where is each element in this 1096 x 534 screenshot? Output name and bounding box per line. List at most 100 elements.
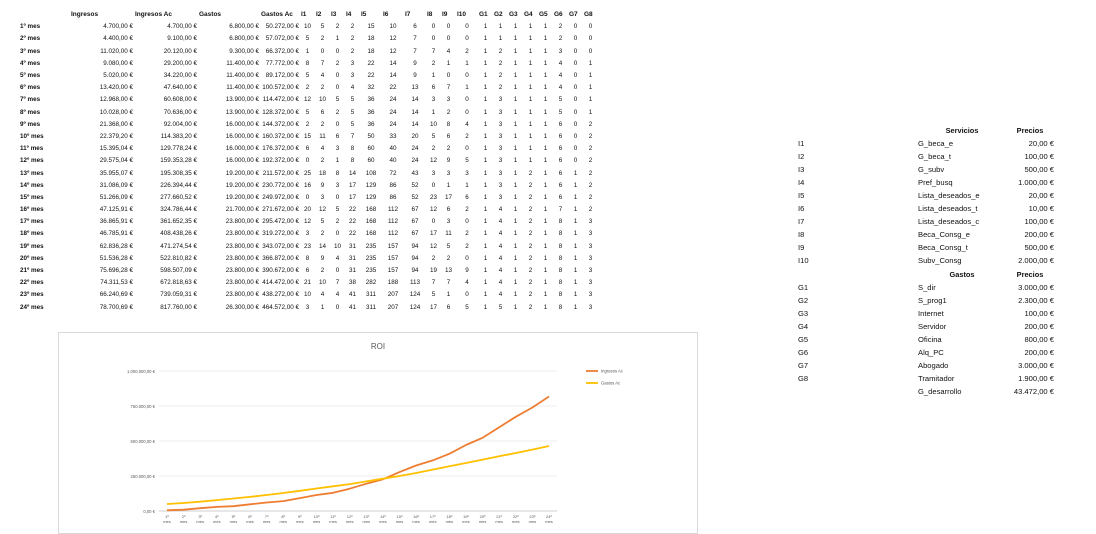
table-cell: 16.000,00 € — [225, 145, 259, 153]
table-cell: 2 — [528, 242, 533, 250]
table-cell: 4 — [320, 291, 325, 299]
table-cell: 0 — [465, 108, 469, 116]
table-cell: 1 — [588, 72, 593, 80]
table-cell: 6.800,00 € — [229, 35, 259, 43]
table-cell: 0 — [305, 193, 310, 201]
table-cell: 5 — [335, 206, 340, 214]
table-cell: 319.272,00 € — [262, 230, 299, 238]
table-cell: 129 — [365, 181, 377, 189]
table-cell: 1 — [543, 193, 548, 201]
table-cell: 3 — [305, 230, 310, 238]
table-cell: 230.772,00 € — [262, 181, 299, 189]
row-label: 4º mes — [20, 59, 41, 67]
table-cell: 16 — [303, 181, 311, 189]
table-cell: 9 — [413, 72, 417, 80]
table-cell: 1 — [513, 267, 518, 275]
table-cell: 6 — [305, 267, 310, 275]
table-cell: 3 — [431, 96, 436, 104]
table-cell: 94 — [411, 242, 419, 250]
table-cell: 2 — [588, 206, 593, 214]
table-cell: 6 — [446, 303, 451, 311]
table-cell: 235 — [365, 267, 377, 275]
table-cell: 1 — [543, 132, 548, 140]
table-cell: 1 — [543, 96, 548, 104]
table-cell: 14 — [389, 72, 397, 80]
table-cell: 4 — [335, 291, 340, 299]
table-cell: 1 — [528, 96, 533, 104]
table-cell: 112 — [387, 206, 399, 214]
table-cell: 2 — [350, 47, 355, 55]
table-cell: 9.080,00 € — [103, 59, 133, 67]
table-cell: 2 — [446, 108, 451, 116]
row-label: 15º mes — [20, 193, 44, 201]
table-cell: 2 — [320, 157, 325, 165]
table-cell: 11 — [319, 132, 326, 140]
table-cell: 17 — [444, 193, 452, 201]
column-header: Gastos Ac — [261, 11, 293, 19]
table-cell: 8 — [558, 303, 563, 311]
table-cell: 36 — [367, 120, 375, 128]
column-header: Ingresos Ac — [135, 11, 172, 19]
expenses-header: Gastos — [949, 270, 975, 279]
table-cell: 52 — [411, 181, 419, 189]
gastos-row: G5 Oficina 800,00 € — [798, 333, 1054, 346]
table-header-row: Ingresos Ingresos Ac Gastos Gastos Ac I1 I2 I3… — [20, 9, 598, 21]
code-cell: I4 — [798, 178, 805, 187]
table-cell: 112 — [387, 230, 399, 238]
table-cell: 0 — [588, 35, 593, 43]
table-cell: 5 — [558, 96, 563, 104]
table-row: 7º mes 12.968,00 €60.608,00 €13.900,00 €1… — [20, 94, 598, 106]
table-cell: 2 — [588, 169, 593, 177]
table-cell: 14 — [411, 120, 419, 128]
servicios-row: I2 G_beca_t 100,00 € — [798, 150, 1054, 163]
table-cell: 1 — [305, 47, 310, 55]
table-cell: 51.536,28 € — [99, 254, 133, 262]
table-cell: 3 — [588, 291, 593, 299]
table-row: 24º mes 78.700,69 € 817.760,00 € 26.300,00 … — [20, 302, 598, 314]
table-cell: 23 — [429, 193, 437, 201]
table-cell: 7 — [320, 59, 325, 67]
table-cell: 12 — [429, 206, 437, 214]
table-cell: 0 — [305, 157, 310, 165]
table-row: 11º mes 15.395,04 € 129.778,24 € 16.000,00 … — [20, 143, 598, 155]
table-cell: 3 — [305, 303, 310, 311]
legend-label: Gastos Ac — [601, 381, 620, 386]
table-cell: 5 — [350, 120, 355, 128]
table-cell: 12 — [303, 96, 311, 104]
table-cell: 1 — [543, 145, 548, 153]
table-cell: 160.372,00 € — [262, 132, 299, 140]
table-cell: 3 — [498, 132, 503, 140]
table-cell: 4 — [320, 72, 325, 80]
table-cell: 207 — [387, 291, 399, 299]
table-cell: 1 — [513, 169, 518, 177]
table-cell: 128.372,00 € — [262, 108, 299, 116]
column-header: I5 — [361, 11, 367, 19]
roi-chart[interactable]: ROI 0,00 € 250.000,00 € 500.000,00 € 750.00… — [58, 332, 698, 534]
table-cell: 2 — [350, 35, 355, 43]
table-cell: 16.000,00 € — [225, 120, 259, 128]
table-cell: 15 — [303, 132, 311, 140]
table-cell: 6 — [446, 132, 451, 140]
table-cell: 78.700,69 € — [99, 303, 133, 311]
table-cell: 5 — [350, 108, 355, 116]
table-cell: 7 — [558, 206, 563, 214]
name-cell: G_beca_e — [918, 139, 954, 148]
table-cell: 1 — [543, 59, 548, 67]
table-cell: 50.272,00 € — [265, 23, 299, 31]
table-cell: 1 — [573, 169, 578, 177]
table-cell: 1 — [543, 108, 548, 116]
table-cell: 11.400,00 € — [226, 72, 259, 80]
table-cell: 1 — [465, 84, 469, 92]
table-cell: 1 — [573, 218, 578, 226]
row-label: 9º mes — [20, 120, 41, 128]
table-cell: 0 — [573, 96, 578, 104]
x-tick-label: 3º mes — [196, 514, 204, 524]
row-label: 20º mes — [20, 254, 44, 262]
table-cell: 168 — [365, 230, 377, 238]
table-cell: 6 — [558, 193, 563, 201]
table-cell: 207 — [387, 303, 399, 311]
servicios-row: I3 G_subv 500,00 € — [798, 163, 1054, 176]
table-cell: 22 — [348, 218, 356, 226]
table-cell: 1 — [513, 303, 518, 311]
table-cell: 2 — [305, 84, 310, 92]
